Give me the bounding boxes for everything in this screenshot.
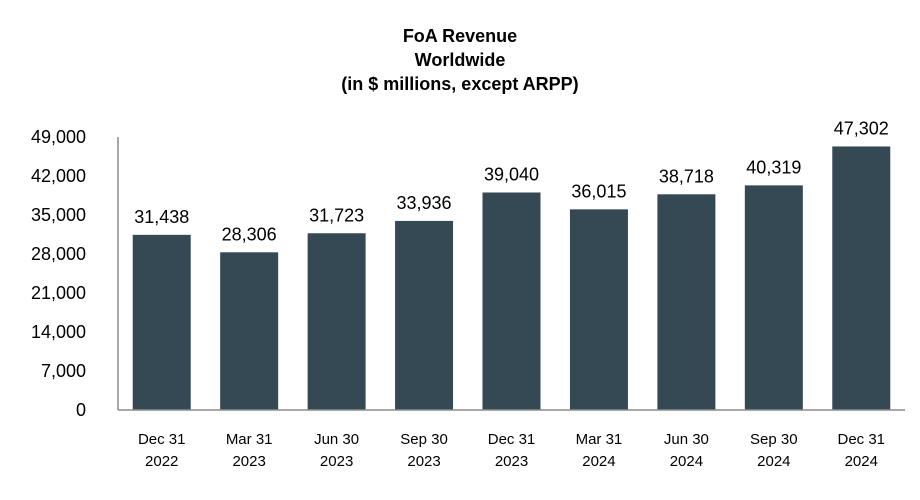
y-tick-label: 49,000: [31, 127, 86, 147]
y-tick-label: 28,000: [31, 244, 86, 264]
x-tick-label: Dec 31 2024: [838, 431, 886, 470]
x-tick-label: Mar 31 2023: [226, 431, 273, 470]
bar: [569, 209, 628, 410]
y-tick-label: 7,000: [41, 361, 86, 381]
x-tick-label: Jun 30 2023: [314, 431, 359, 470]
x-tick-label: Mar 31 2024: [576, 431, 623, 470]
bar: [657, 194, 716, 410]
chart-title-block: FoA Revenue Worldwide (in $ millions, ex…: [0, 24, 920, 96]
y-tick-label: 35,000: [31, 205, 86, 225]
y-tick-label: 0: [76, 400, 86, 420]
bar: [832, 146, 891, 411]
y-tick-label: 14,000: [31, 322, 86, 342]
bar: [395, 220, 454, 410]
data-label: 36,015: [571, 181, 626, 201]
data-label: 33,936: [397, 193, 452, 213]
data-labels: 31,438 28,306 31,723 33,936 39,040 36,015 38,7…: [134, 118, 889, 244]
x-axis: Dec 31 2022 Mar 31 2023 Jun 30 2023 Sep 30 2023…: [118, 409, 905, 470]
data-label: 40,319: [746, 157, 801, 177]
data-label: 39,040: [484, 164, 539, 184]
bar: [220, 252, 279, 410]
chart-subtitle: Worldwide: [414, 50, 506, 70]
data-label: 28,306: [222, 224, 277, 244]
x-tick-label: Sep 30 2023: [400, 431, 448, 470]
x-tick-label: Jun 30 2024: [664, 431, 709, 470]
chart-subtitle-units: (in $ millions, except ARPP): [341, 74, 579, 94]
bar: [744, 185, 803, 410]
data-label: 31,438: [134, 207, 189, 227]
data-label: 47,302: [834, 118, 889, 138]
y-axis: 0 7,000 14,000 21,000 28,000 35,000 42,000 49,0…: [31, 127, 119, 420]
chart-title: FoA Revenue: [402, 26, 518, 46]
bar: [482, 192, 541, 410]
data-label: 31,723: [309, 205, 364, 225]
y-tick-label: 42,000: [31, 166, 86, 186]
x-tick-label: Dec 31 2023: [488, 431, 536, 470]
bar: [132, 234, 191, 410]
x-tick-label: Sep 30 2024: [750, 431, 798, 470]
x-tick-label: Dec 31 2022: [138, 431, 186, 470]
y-tick-label: 21,000: [31, 283, 86, 303]
data-label: 38,718: [659, 166, 714, 186]
bars: [132, 146, 891, 411]
bar: [307, 233, 366, 410]
